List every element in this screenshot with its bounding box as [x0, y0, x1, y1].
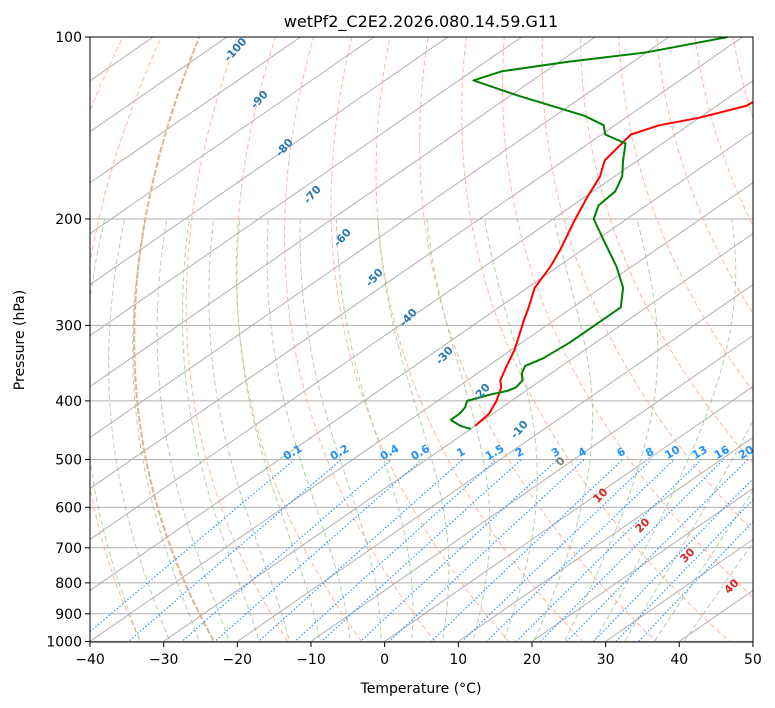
dry-adiabat-line: [419, 37, 658, 642]
isotherm-line: [530, 487, 753, 642]
dry-adiabat-line: [461, 37, 732, 642]
moist-adiabat-line: [563, 218, 659, 642]
sounding-series: [449, 37, 753, 430]
isotherm-line: [90, 182, 753, 642]
moist-adiabat-line: [377, 218, 450, 642]
dry-adiabat-line: [618, 37, 753, 392]
mixing-ratio-line: [213, 459, 423, 642]
x-tick-label: 0: [380, 652, 389, 668]
isotherm-line: [90, 131, 753, 592]
moist-adiabat-line: [426, 218, 491, 642]
isotherm-line: [90, 80, 753, 541]
mixing-ratio-line: [637, 520, 753, 642]
dry-adiabat-line: [90, 37, 162, 642]
isotherm-line: [90, 37, 522, 337]
x-tick-label: 30: [597, 652, 615, 668]
y-tick-label: 700: [55, 541, 82, 557]
isotherm-line: [235, 283, 753, 642]
isotherm-line: [309, 334, 753, 642]
mixing-ratio-line: [539, 459, 724, 642]
y-tick-label: 1000: [46, 634, 82, 650]
reference-curve: [133, 37, 216, 642]
x-tick-label: −10: [296, 652, 326, 668]
moist-adiabat-line: [335, 218, 414, 642]
moist-adiabat-line: [623, 419, 753, 642]
moist-adiabat-line: [208, 218, 291, 642]
y-tick-label: 300: [55, 318, 82, 334]
moist-adiabat-line: [236, 218, 321, 642]
x-tick-label: 20: [523, 652, 541, 668]
dry-adiabats: [90, 37, 753, 642]
dewpoint-line: [449, 37, 728, 430]
x-tick-label: −20: [223, 652, 253, 668]
dry-adiabat-line: [330, 37, 510, 642]
isotherm-line: [90, 37, 375, 235]
dry-adiabat-line: [235, 37, 363, 642]
dry-adiabat-line: [375, 37, 584, 642]
chart-title: wetPf2_C2E2.2026.080.14.59.G11: [284, 12, 558, 32]
moist-adiabat-line: [132, 218, 201, 642]
dry-adiabat-line: [694, 37, 753, 227]
mixing-ratio-line: [565, 459, 749, 642]
y-tick-label: 900: [55, 607, 82, 623]
isotherm-line: [90, 37, 596, 388]
plot-frame: [89, 36, 754, 643]
isotherm-line: [90, 37, 743, 490]
mixing-ratio-line: [126, 459, 342, 642]
y-axis-ticks: 100 200 300 400 500 600 700 800 900 1000: [46, 30, 90, 650]
moist-adiabat-line: [593, 218, 737, 642]
moist-adiabat-line: [484, 218, 538, 642]
dry-adiabat-line: [185, 37, 289, 642]
moist-adiabat-line: [156, 218, 230, 642]
x-tick-label: 40: [670, 652, 688, 668]
x-axis-ticks: −40 −30 −20 −10 0 10 20 30 40 50: [75, 642, 762, 668]
moist-adiabat-line: [299, 218, 382, 642]
y-tick-label: 200: [55, 212, 82, 228]
dry-adiabat-line: [284, 37, 437, 642]
mixing-ratio-lines: [90, 459, 753, 642]
isobar-grid: [90, 37, 753, 642]
dry-adiabat-line: [541, 37, 753, 533]
moist-adiabat-line: [533, 218, 593, 642]
y-tick-label: 600: [55, 500, 82, 516]
isotherm-line: [90, 37, 301, 184]
moist-adiabat-line: [266, 218, 351, 642]
isotherm-line: [603, 538, 753, 642]
x-tick-label: −30: [149, 652, 179, 668]
y-tick-label: 100: [55, 30, 82, 46]
moist-adiabat-line: [108, 218, 171, 642]
mixing-ratio-line: [515, 459, 702, 642]
mixing-ratio-line: [293, 459, 497, 642]
isotherm-line: [382, 385, 753, 642]
isotherm-line: [90, 37, 449, 286]
dry-adiabat-line: [580, 37, 753, 464]
mixing-ratio-line: [429, 459, 624, 642]
y-tick-label: 800: [55, 576, 82, 592]
x-axis-label: Temperature (°C): [360, 681, 482, 697]
moist-adiabat-line: [181, 218, 260, 642]
isotherm-line: [456, 436, 753, 642]
mixing-ratio-line: [320, 459, 522, 642]
isotherm-line: [90, 37, 670, 439]
y-tick-label: 500: [55, 452, 82, 468]
y-tick-label: 400: [55, 394, 82, 410]
x-tick-label: 50: [744, 652, 762, 668]
x-tick-label: −40: [75, 652, 105, 668]
reference-curve-line: [133, 37, 216, 642]
isotherm-grid: [90, 37, 753, 642]
mixing-ratio-line: [90, 459, 295, 633]
x-tick-label: 10: [449, 652, 467, 668]
mixing-ratio-label: 20: [736, 443, 756, 462]
dry-adiabat-line: [502, 37, 753, 598]
moist-adiabat-line: [90, 218, 141, 642]
temperature-line: [474, 100, 753, 427]
mixing-ratio-line: [460, 459, 652, 642]
y-axis-label: Pressure (hPa): [12, 290, 28, 390]
mixing-ratio-line: [180, 459, 392, 642]
mixing-ratio-line: [359, 459, 558, 642]
isotherm-line: [161, 233, 753, 642]
mixing-ratio-line: [485, 459, 675, 642]
